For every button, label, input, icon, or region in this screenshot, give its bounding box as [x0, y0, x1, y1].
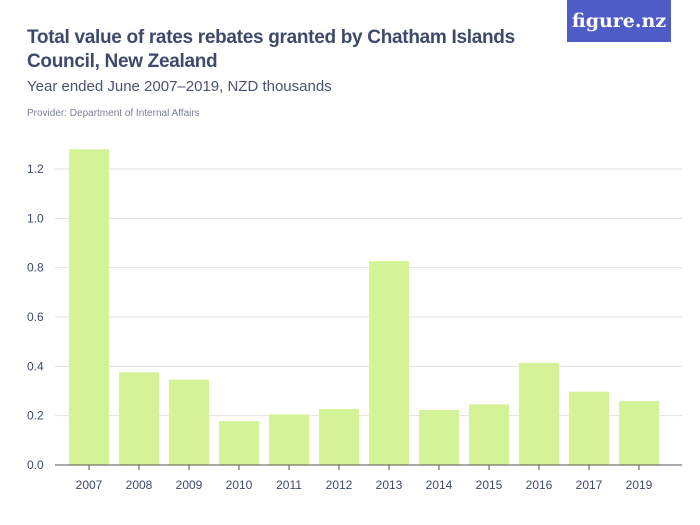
- figure-nz-logo[interactable]: figure.nz: [567, 0, 671, 42]
- bar-2012: [319, 409, 359, 465]
- y-tick-label: 0.0: [27, 458, 44, 472]
- x-tick-label: 2019: [626, 478, 653, 492]
- y-tick-label: 0.8: [27, 261, 44, 275]
- chart-subtitle: Year ended June 2007–2019, NZD thousands: [27, 78, 332, 95]
- x-tick-label: 2017: [576, 478, 603, 492]
- chart-title: Total value of rates rebates granted by …: [27, 27, 515, 72]
- bar-2011: [269, 414, 309, 465]
- y-tick-label: 1.2: [27, 162, 44, 176]
- x-tick-label: 2009: [176, 478, 203, 492]
- bar-2019: [619, 401, 659, 465]
- y-tick-label: 0.2: [27, 409, 44, 423]
- x-tick-label: 2015: [476, 478, 503, 492]
- y-tick-label: 0.6: [27, 310, 44, 324]
- bar-2009: [169, 379, 209, 465]
- bar-2008: [119, 372, 159, 465]
- x-tick-label: 2007: [76, 478, 103, 492]
- y-tick-label: 0.4: [27, 359, 44, 373]
- x-tick-label: 2012: [326, 478, 353, 492]
- x-tick-label: 2011: [276, 478, 302, 492]
- bar-2010: [219, 421, 259, 465]
- x-tick-label: 2016: [526, 478, 553, 492]
- x-tick-label: 2013: [376, 478, 403, 492]
- x-tick-label: 2014: [426, 478, 453, 492]
- bar-2014: [419, 409, 459, 465]
- bar-2017: [569, 391, 609, 465]
- bar-2013: [369, 261, 409, 465]
- x-tick-label: 2010: [226, 478, 253, 492]
- bar-2007: [69, 149, 109, 465]
- y-tick-label: 1.0: [27, 211, 44, 225]
- x-tick-label: 2008: [126, 478, 153, 492]
- provider-note: Provider: Department of Internal Affairs: [27, 108, 200, 119]
- bar-2016: [519, 362, 559, 465]
- bar-2015: [469, 404, 509, 465]
